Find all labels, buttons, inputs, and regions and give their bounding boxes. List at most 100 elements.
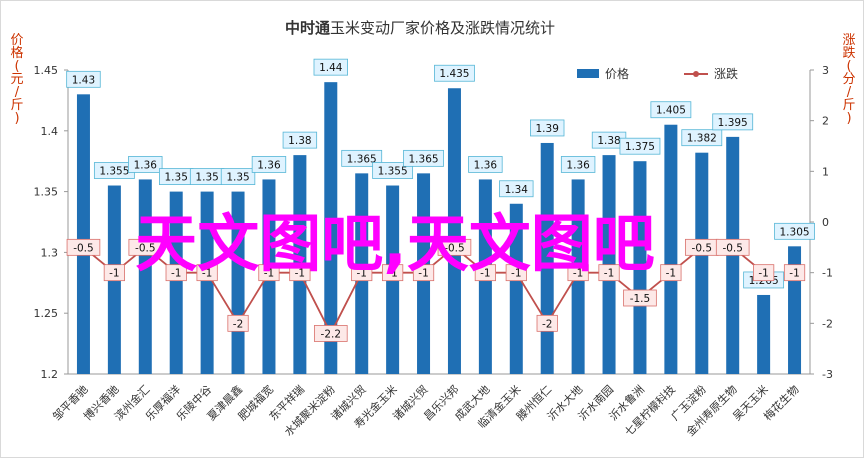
- change-data-label: -1: [604, 268, 614, 280]
- change-data-label-box: [660, 264, 682, 282]
- change-data-label: -2: [233, 318, 243, 330]
- change-data-label: -1: [109, 268, 119, 280]
- bar-data-label: 1.36: [474, 159, 498, 171]
- y-right-tick-label: -3: [822, 368, 833, 381]
- legend: 价格 涨跌: [577, 66, 738, 81]
- change-data-label: -0.5: [722, 242, 743, 254]
- axis-title-char: 涨: [842, 33, 855, 48]
- bar-data-label: 1.355: [99, 166, 129, 178]
- y-right-tick-label: 0: [822, 216, 829, 229]
- change-data-label-box: [258, 264, 280, 282]
- change-data-label-box: [505, 264, 527, 282]
- y-right-tick-label: 1: [822, 165, 829, 178]
- bar-data-label-box: [372, 162, 414, 179]
- change-data-label-box: [753, 264, 775, 282]
- axis-title-char: 斤: [842, 98, 855, 113]
- bar: [509, 203, 523, 374]
- change-data-label: -2.2: [321, 328, 342, 340]
- bar-data-label-box: [560, 156, 596, 173]
- bar-data-label-box: [434, 64, 475, 82]
- bar: [695, 152, 709, 374]
- axis-title-char: ): [14, 111, 19, 126]
- bar-data-label-box: [66, 70, 101, 88]
- axis-title-char: (: [846, 59, 851, 74]
- chart-title: 中时通玉米变动厂家价格及涨跌情况统计: [285, 19, 555, 37]
- bar-data-label-box: [128, 156, 163, 173]
- bar-data-label: 1.34: [505, 184, 529, 196]
- bar-data-label: 1.39: [536, 123, 559, 135]
- watermark: 天文图吧,天文图吧: [135, 207, 655, 280]
- change-data-label: -1: [666, 268, 676, 280]
- change-data-label: -1: [387, 268, 397, 280]
- y-right-tick-label: 2: [822, 115, 829, 128]
- bar-data-label-box: [650, 101, 692, 119]
- bar: [664, 124, 678, 374]
- axis-title-char: /: [15, 85, 20, 100]
- bar-data-label: 1.36: [134, 159, 158, 171]
- bar-data-label-box: [619, 137, 661, 155]
- change-data-label: -1: [573, 268, 583, 280]
- legend-label-change: 涨跌: [714, 66, 738, 81]
- bar-series: [76, 82, 802, 375]
- y-left-tick-label: 1.45: [34, 64, 59, 77]
- y-right-axis-title: 涨跌(分/斤): [842, 33, 855, 126]
- bar-data-label: 1.43: [72, 74, 95, 86]
- bar-data-label: 1.38: [597, 135, 620, 147]
- change-data-label: -0.5: [135, 242, 156, 254]
- bar-data-label: 1.35: [195, 172, 218, 184]
- bar-data-label: 1.382: [687, 133, 717, 145]
- legend-swatch-change-marker: [693, 71, 699, 77]
- bar-data-label-box: [220, 168, 256, 186]
- y-left-tick-label: 1.2: [41, 368, 59, 381]
- bar-data-label-box: [499, 180, 534, 198]
- change-data-label-box: [783, 264, 806, 282]
- change-data-label: -1: [202, 268, 212, 280]
- change-data-label-box: [623, 289, 657, 307]
- y-left-axis-title: 价格(元/斤): [10, 33, 23, 126]
- bar: [138, 179, 152, 374]
- axis-title-char: ): [846, 111, 851, 126]
- legend-label-price: 价格: [605, 66, 629, 81]
- bar: [633, 161, 647, 374]
- change-data-label-box: [289, 264, 311, 282]
- bar-data-label-box: [712, 113, 754, 131]
- bar-data-label-box: [681, 129, 723, 147]
- bar-data-label: 1.36: [566, 159, 590, 171]
- change-data-label: -1.5: [630, 293, 651, 305]
- axis-title-char: 格: [10, 45, 23, 61]
- change-data-label-box: [66, 238, 101, 256]
- bar-data-label: 1.35: [226, 172, 249, 184]
- y-right-tick-label: 3: [822, 64, 829, 77]
- legend-swatch-price: [577, 69, 599, 78]
- bar-data-label: 1.365: [409, 153, 439, 165]
- bar-data-label-box: [774, 222, 815, 240]
- bar-data-label: 1.405: [656, 105, 686, 117]
- bar-data-label: 1.395: [718, 117, 748, 129]
- axis-title-char: (: [14, 59, 19, 74]
- change-data-label-box: [412, 264, 435, 282]
- change-data-label-box: [103, 264, 125, 282]
- bar: [757, 294, 771, 374]
- bar-data-label: 1.38: [288, 135, 311, 147]
- bar-data-label: 1.305: [780, 226, 810, 238]
- change-data-label: -0.5: [444, 242, 465, 254]
- y-left-tick-label: 1.4: [41, 125, 59, 138]
- bar-data-label: 1.365: [347, 153, 377, 165]
- change-data-label-box: [536, 314, 558, 332]
- bar-data-label-box: [251, 156, 287, 173]
- change-data-label: -0.5: [692, 242, 713, 254]
- bar-data-label: 1.36: [257, 159, 281, 171]
- y-left-tick-label: 1.25: [34, 307, 59, 320]
- change-data-label-box: [227, 314, 249, 332]
- change-data-label: -1: [480, 268, 490, 280]
- bar-data-label: 1.435: [439, 68, 469, 80]
- change-data-label: -1: [758, 268, 768, 280]
- axis-title-char: 元: [10, 72, 23, 87]
- bar: [200, 191, 214, 374]
- bar-data-label-box: [313, 58, 348, 76]
- change-data-label: -1: [418, 268, 428, 280]
- line-data-labels: -0.5 -1 -0.5 -1 -1 -2 -1 -1 -2.2 -1 -1 -1 -0.5 -1 -1 -2…: [66, 238, 806, 342]
- change-data-label-box: [351, 264, 373, 282]
